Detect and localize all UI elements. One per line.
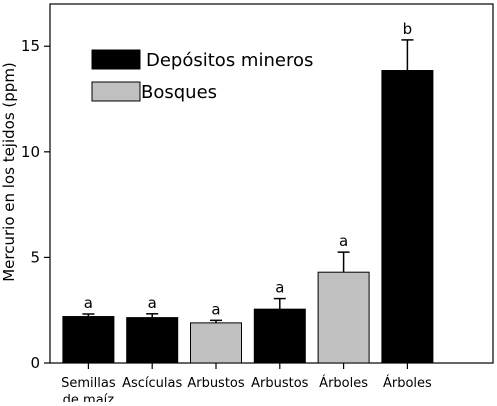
bar [381, 70, 434, 364]
significance-letter: a [339, 232, 348, 250]
y-tick-label: 5 [30, 248, 40, 266]
significance-letter: b [403, 20, 413, 38]
x-tick-label: Arbustos [187, 376, 245, 391]
x-tick-label: Semillas [61, 376, 116, 391]
significance-letter: a [148, 294, 157, 312]
bar [317, 271, 370, 364]
x-tick-label: Árboles [319, 375, 368, 391]
significance-letters: a a a a a b [84, 20, 412, 318]
y-tick-label: 10 [21, 143, 40, 161]
x-tick-label: Árboles [383, 375, 432, 391]
bar [62, 316, 115, 364]
legend-label: Bosques [141, 82, 217, 103]
legend-label: Depósitos mineros [146, 50, 313, 71]
x-tick-label: Arbustos [251, 376, 309, 391]
y-tick-label: 15 [21, 37, 40, 55]
y-tick-labels: 0 5 10 15 [21, 37, 40, 372]
x-tick-labels: Semillas de maíz Ascículas Arbustos Arbustos… [61, 375, 432, 406]
x-tick-label: de maíz [63, 393, 115, 402]
bar [190, 322, 242, 364]
legend: Depósitos mineros Bosques [91, 49, 313, 103]
error-bars [82, 39, 414, 323]
y-axis-title: Mercurio en los tejidos (ppm) [0, 62, 18, 282]
significance-letter: a [275, 279, 284, 297]
significance-letter: a [84, 294, 93, 312]
legend-swatch [91, 49, 141, 70]
x-tick-label: Ascículas [122, 376, 182, 391]
bar [126, 317, 179, 364]
legend-swatch [91, 81, 141, 102]
bars [62, 70, 434, 364]
bar [253, 308, 306, 364]
significance-letter: a [211, 300, 220, 318]
y-tick-label: 0 [30, 354, 40, 372]
